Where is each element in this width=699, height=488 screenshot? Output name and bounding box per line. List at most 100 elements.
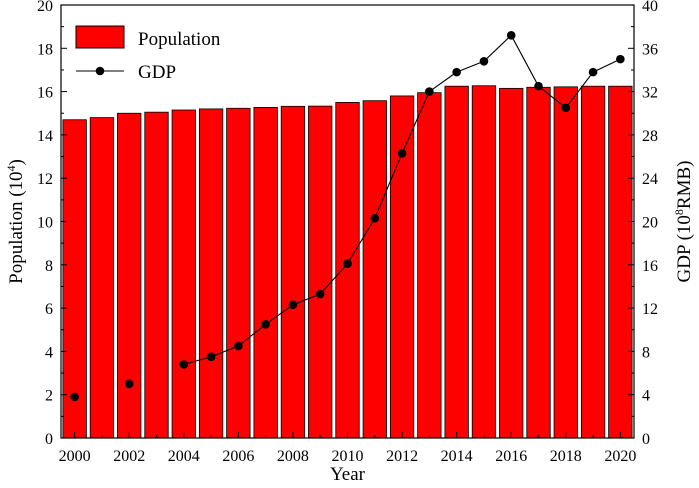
gdp-line-segment-2018 [565,71,594,109]
x-tick-label: 2004 [168,448,200,465]
right-axis-title: GDP (108RMB) [672,161,695,283]
population-bar-2014 [444,85,469,439]
gdp-point-2015 [479,56,489,66]
population-bar-2006 [226,107,251,439]
population-bar-2015 [471,85,497,439]
x-tick-label: 2006 [222,448,254,465]
right-tick-label: 24 [642,171,658,188]
x-tick-label: 2008 [277,448,309,465]
legend-gdp-label: GDP [138,62,176,83]
population-bar-2012 [389,95,415,439]
axis-labels: Year Population (104) GDP (108RMB) [4,159,695,485]
right-tick-label: 16 [642,258,658,275]
gdp-point-2009 [315,289,325,299]
right-tick-label: 4 [642,388,650,405]
right-axis: 0 4 8 12 16 20 24 28 32 36 40 [628,0,658,448]
legend-population-label: Population [138,29,221,50]
left-tick-label: 8 [45,258,53,275]
left-tick-label: 6 [45,301,53,318]
left-tick-label: 18 [37,41,53,58]
gdp-point-2006 [234,341,243,351]
gdp-line-segment-2011 [374,153,403,219]
gdp-point-2019 [588,67,598,77]
right-tick-label: 8 [642,344,650,361]
population-bar-2017 [526,86,551,439]
population-bar-2002 [117,112,142,439]
x-tick-label: 2010 [332,448,364,465]
population-bar-2005 [198,108,224,439]
left-tick-label: 14 [37,128,53,145]
left-tick-label: 10 [37,215,53,232]
gdp-point-2008 [288,300,298,310]
gdp-point-2017 [534,81,543,91]
left-axis: 0 2 4 6 8 10 12 14 16 18 20 [37,0,67,448]
population-bar-2016 [499,87,524,439]
gdp-line-segment-2013 [429,71,457,93]
right-tick-label: 20 [642,215,658,232]
x-axis-title: Year [330,464,366,485]
left-tick-label: 16 [37,85,53,102]
population-bar-2010 [335,102,360,439]
x-tick-label: 2000 [59,448,91,465]
gdp-point-2005 [206,352,216,362]
right-tick-label: 28 [642,128,658,145]
right-tick-label: 0 [642,431,650,448]
gdp-line-segment-2012 [401,91,430,154]
right-tick-label: 36 [642,41,658,58]
gdp-line-segment-2015 [483,34,512,62]
population-bar-2020 [608,85,633,439]
x-tick-label: 2018 [550,448,582,465]
gdp-point-2000 [70,392,79,402]
gdp-point-2002 [124,379,134,389]
gdp-line-segment-2008 [292,293,321,306]
population-bar-2011 [362,100,387,439]
population-bar-2013 [417,92,442,439]
gdp-line-segment-2019 [592,58,621,73]
gdp-line-segment-2014 [456,60,485,73]
gdp-point-2011 [370,213,380,223]
gdp-point-2018 [561,103,571,113]
population-bar-2000 [62,119,87,439]
population-bar-2019 [580,85,606,439]
left-tick-label: 0 [45,431,53,448]
x-tick-label: 2012 [386,448,418,465]
population-bar-2003 [144,111,169,439]
gdp-line-segment-2006 [238,323,266,347]
gdp-line-segment-2010 [347,217,376,265]
x-tick-label: 2014 [441,448,473,465]
gdp-line-segment-2007 [265,304,294,325]
gdp-line-group [70,31,625,402]
gdp-line-segment-2009 [319,263,348,295]
legend-gdp-marker [95,66,105,76]
gdp-point-2020 [616,54,625,64]
left-axis-title: Population (104) [4,159,27,284]
population-bar-2007 [253,107,278,439]
left-tick-label: 4 [45,344,53,361]
right-tick-label: 12 [642,301,658,318]
gdp-point-2016 [506,31,516,40]
bar-group [62,85,633,439]
legend: Population GDP [75,25,221,83]
left-tick-label: 12 [37,171,53,188]
population-bar-2008 [280,105,306,439]
population-bar-2018 [553,86,578,439]
gdp-point-2007 [261,320,270,329]
right-tick-label: 40 [642,0,658,15]
left-tick-label: 20 [37,0,53,15]
gdp-line-segment-2004 [183,356,212,365]
x-tick-label: 2020 [604,448,636,465]
gdp-point-2012 [397,149,407,158]
x-tick-label: 2016 [495,448,527,465]
gdp-point-2014 [452,67,461,77]
right-tick-label: 32 [642,85,658,102]
x-tick-label: 2002 [113,448,145,465]
gdp-point-2004 [179,360,189,369]
population-bar-2009 [308,105,333,439]
gdp-line-segment-2005 [210,345,239,358]
left-tick-label: 2 [45,388,53,405]
population-bar-2004 [171,109,196,439]
population-bar-2001 [89,117,115,439]
gdp-point-2013 [425,87,434,96]
legend-population-swatch [75,25,125,49]
